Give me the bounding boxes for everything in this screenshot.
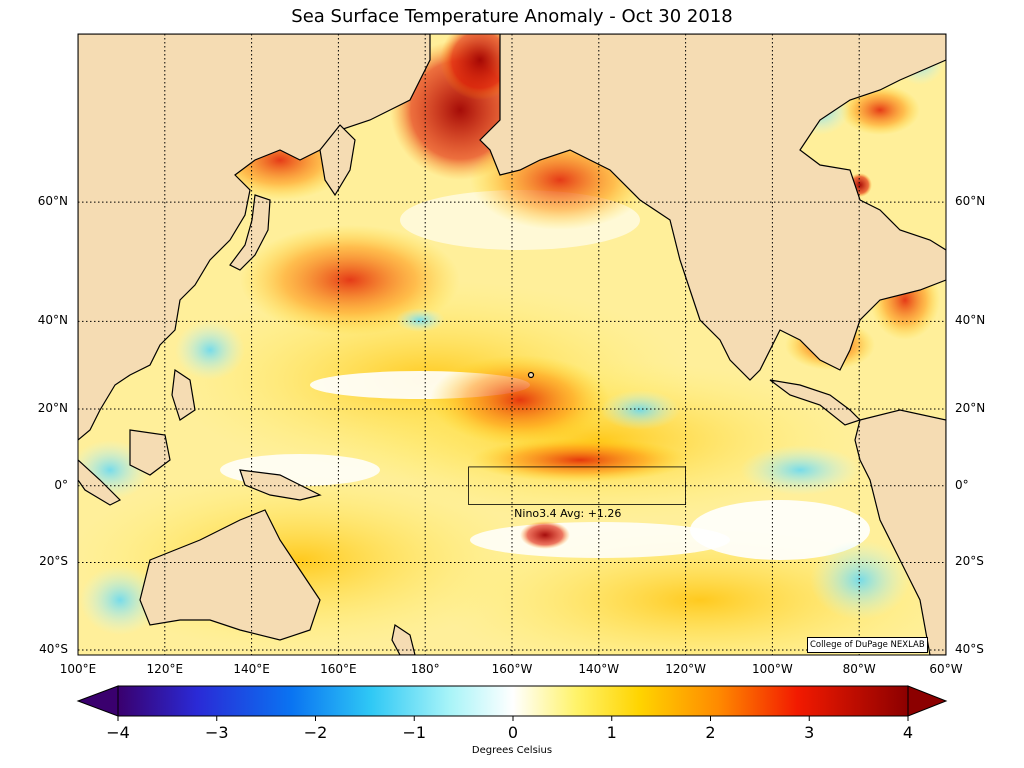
colorbar-gradient (118, 686, 908, 716)
colorbar (76, 685, 948, 721)
japan-landmass (229, 194, 271, 271)
latitude-label-right: 40°S (955, 642, 984, 657)
latitude-label-right: 20°S (955, 554, 984, 569)
land-masses (78, 34, 946, 655)
philippines-landmass (171, 368, 196, 421)
graticule (78, 34, 946, 655)
asia-landmass (78, 34, 431, 441)
north-america-landmass (479, 34, 946, 381)
colorbar-label: Degrees Celsius (471, 745, 553, 756)
longitude-label: 160°E (320, 662, 357, 676)
colorbar-tick-label: −1 (402, 723, 427, 742)
hawaii-landmass (527, 371, 535, 379)
map-frame (77, 33, 947, 656)
longitude-label: 100°E (59, 662, 97, 676)
australia-landmass (139, 509, 321, 641)
colorbar-min-extend (76, 685, 119, 717)
longitude-label: 160°W (491, 662, 533, 676)
latitude-label-left: 40°N (37, 313, 68, 328)
latitude-label-right: 20°N (955, 400, 986, 415)
nino34-average-label: Nino3.4 Avg: +1.26 (514, 506, 622, 520)
longitude-label: 60°W (929, 662, 963, 676)
longitude-label: 140°E (233, 662, 270, 676)
latitude-label-right: 40°N (955, 313, 986, 328)
colorbar-tick-label: 2 (705, 723, 716, 742)
colorbar-tick-label: −3 (204, 723, 229, 742)
latitude-label-left: 20°S (39, 554, 68, 569)
page-title: Sea Surface Temperature Anomaly - Oct 30… (291, 6, 733, 27)
longitude-label: 180° (410, 662, 440, 676)
map-field (78, 34, 946, 655)
colorbar-tick-label: −4 (106, 723, 130, 742)
colorbar-tick-label: 0 (507, 723, 519, 742)
colorbar-tick-label: 4 (902, 723, 914, 742)
longitude-label: 80°W (842, 662, 876, 676)
sumatra-landmass (78, 459, 122, 506)
longitude-label: 100°W (752, 662, 793, 676)
latitude-label-left: 60°N (37, 194, 68, 209)
kamchatka-landmass (319, 124, 356, 197)
latitude-label-left: 0° (54, 477, 68, 492)
latitude-label-left: 20°N (37, 400, 68, 415)
borneo-landmass (129, 429, 171, 476)
longitude-label: 140°W (578, 662, 620, 676)
new-zealand-landmass (391, 624, 416, 655)
colorbar-tick-label: 3 (804, 723, 815, 742)
new-guinea-landmass (239, 469, 322, 501)
latitude-label-left: 40°S (39, 642, 68, 657)
nino34-region-box (468, 466, 687, 505)
colorbar-tick-label: 1 (606, 723, 617, 742)
latitude-label-right: 60°N (955, 194, 986, 209)
colorbar-max-extend (907, 685, 948, 717)
south-america-landmass (854, 409, 946, 655)
colorbar-tick-label: −2 (303, 723, 328, 742)
latitude-label-right: 0° (955, 477, 969, 492)
credit-badge: College of DuPage NEXLAB (807, 637, 928, 653)
longitude-label: 120°E (146, 662, 184, 676)
longitude-label: 120°W (665, 662, 706, 676)
